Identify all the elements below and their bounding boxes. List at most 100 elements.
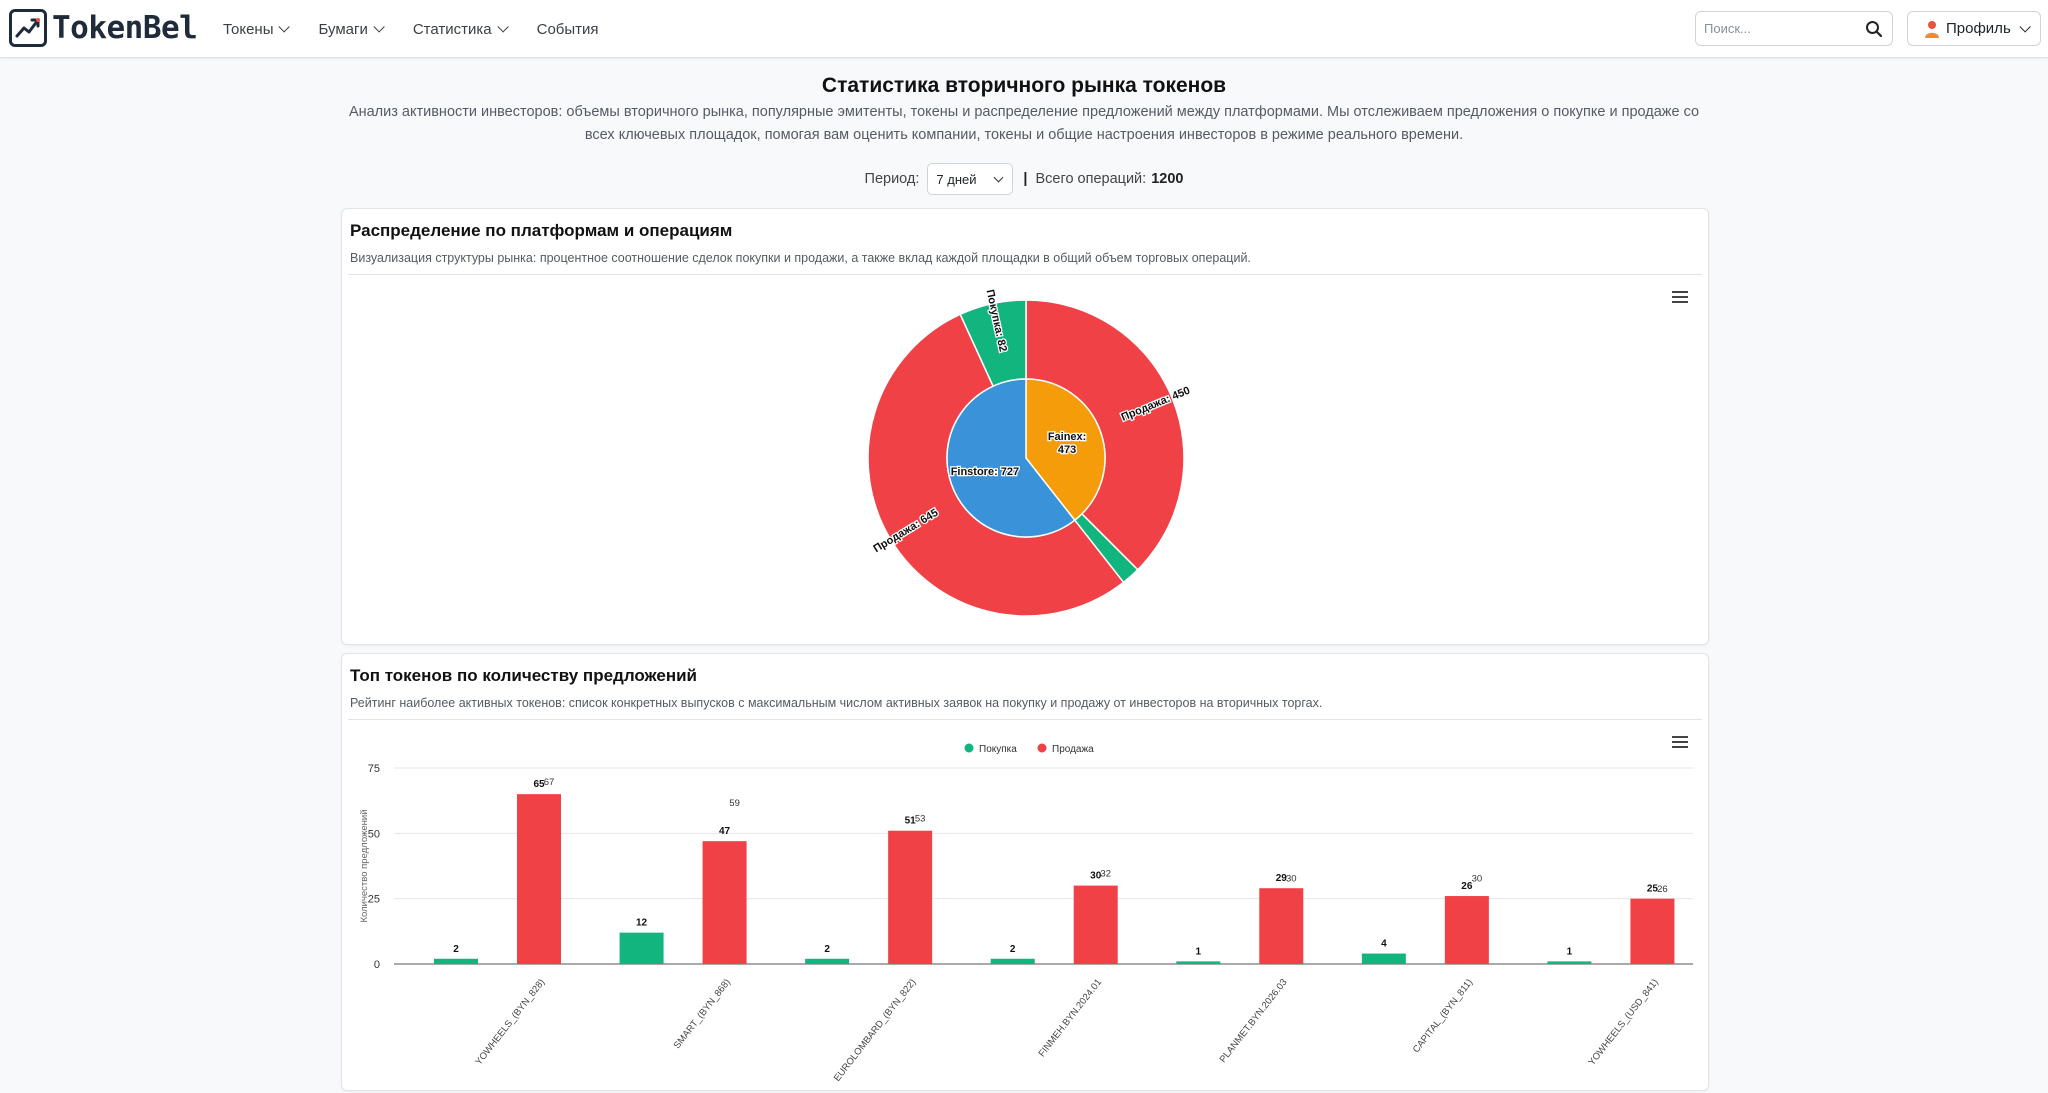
data-label-sell-0: 65 (533, 779, 545, 790)
page-title: Статистика вторичного рынка токенов (821, 74, 1227, 97)
search-icon[interactable] (1865, 20, 1883, 38)
nav-tokens[interactable]: Токены (223, 20, 291, 38)
bar-buy-3[interactable] (990, 958, 1035, 964)
y-tick-label: 50 (368, 828, 380, 840)
data-label-sell-1: 47 (719, 826, 731, 837)
platform-distribution-card: Распределение по платформам и операциям … (341, 208, 1709, 645)
pie-inner-slice-fainex[interactable] (1025, 378, 1106, 522)
data-label-buy-1: 12 (636, 918, 648, 929)
nav-links: Токены Бумаги Статистика События (223, 0, 631, 58)
bar-buy-4[interactable] (1176, 961, 1221, 964)
total-label-0: 67 (544, 777, 555, 788)
nav-events-label: События (536, 20, 599, 38)
data-label-sell-3: 30 (1090, 871, 1102, 882)
chevron-down-icon (278, 21, 291, 33)
x-tick-label-4: PLANMET.BYN.2026.03 (1218, 977, 1290, 1065)
bar-buy-0[interactable] (434, 958, 478, 964)
user-icon (1925, 20, 1939, 38)
search-box (1695, 11, 1893, 46)
nav-events[interactable]: События (537, 21, 599, 38)
data-label-buy-5: 4 (1381, 939, 1387, 950)
period-row: Период: 7 дней | Всего операций: 1200 (0, 163, 2048, 195)
total-label-2: 53 (915, 813, 926, 824)
logo-text: TokenBel (52, 10, 198, 46)
chart-legend: Покупка Продажа (964, 743, 1094, 755)
page-description: Анализ активности инвесторов: объемы вто… (348, 104, 1700, 143)
total-label: Всего операций: (1035, 171, 1147, 187)
x-tick-label-5: CAPITAL_(BYN_811) (1411, 977, 1475, 1055)
x-tick-label-0: YOWHEELS_(BYN_828) (473, 977, 547, 1067)
card-title: Топ токенов по количеству предложений (350, 666, 698, 685)
period-select[interactable]: 7 дней (927, 163, 1014, 195)
divider (348, 274, 1702, 275)
nav-securities[interactable]: Бумаги (318, 20, 385, 38)
chevron-down-icon (2019, 20, 2031, 33)
total-label-6: 26 (1657, 884, 1668, 895)
chevron-down-icon (497, 21, 509, 33)
chevron-down-icon (373, 21, 385, 33)
navbar: TokenBel Токены Бумаги Статистика Событи… (0, 0, 2048, 58)
bar-buy-2[interactable] (805, 958, 850, 964)
data-label-sell-2: 51 (905, 816, 917, 827)
y-axis-label: Количество предложений (359, 809, 370, 922)
bar-sell-1[interactable] (702, 841, 747, 964)
data-label-sell-5: 26 (1461, 881, 1473, 892)
period-value: 7 дней (936, 171, 977, 187)
nav-tokens-label: Токены (223, 20, 274, 38)
pie-inner-slice-finstore[interactable] (946, 378, 1076, 538)
total-label-3: 32 (1100, 868, 1111, 879)
chart-menu-icon[interactable] (1672, 291, 1688, 303)
chart-line-icon (9, 9, 47, 47)
nav-securities-label: Бумаги (318, 20, 368, 38)
bar-sell-0[interactable] (517, 794, 561, 964)
total-label-4: 30 (1286, 874, 1297, 885)
chevron-down-icon (993, 172, 1004, 183)
data-label-sell-4: 29 (1276, 873, 1288, 884)
bar-chart: Покупка Продажа 0 25 50 75 Количество предложе… (359, 743, 1693, 1084)
search-input[interactable] (1704, 21, 1864, 36)
data-label-sell-6: 25 (1647, 884, 1659, 895)
profile-label: Профиль (1946, 20, 2011, 37)
total-label-1: 59 (729, 798, 740, 809)
profile-button[interactable]: Профиль (1907, 11, 2041, 46)
bar-sell-4[interactable] (1259, 888, 1304, 964)
total-label-5: 30 (1472, 874, 1483, 885)
x-tick-label-6: YOWHEELS_(USD_841) (1586, 977, 1660, 1068)
data-label-buy-0: 2 (453, 944, 459, 955)
data-label-buy-2: 2 (824, 944, 830, 955)
pie-inner-label-fainex: Fainex: 473 (1048, 431, 1087, 456)
legend-marker-0[interactable] (964, 743, 974, 753)
y-tick-label: 25 (368, 894, 380, 906)
nav-statistics[interactable]: Статистика (412, 20, 509, 38)
data-label-buy-6: 1 (1567, 946, 1573, 957)
y-tick-label: 75 (368, 763, 380, 775)
legend-label-1[interactable]: Продажа (1052, 744, 1094, 755)
bar-sell-3[interactable] (1073, 885, 1118, 964)
chart-menu-icon[interactable] (1672, 736, 1688, 748)
bar-buy-6[interactable] (1547, 961, 1592, 964)
logo[interactable]: TokenBel (9, 9, 198, 47)
pie-inner-label-finstore: Finstore: 727 (951, 466, 1019, 478)
card-description: Рейтинг наиболее активных токенов: списо… (350, 696, 1323, 710)
bar-sell-5[interactable] (1444, 896, 1489, 964)
x-tick-label-2: EUROLOMBARD_(BYN_822) (832, 977, 919, 1084)
x-tick-label-1: SMART_(BYN_868) (672, 977, 733, 1051)
legend-marker-1[interactable] (1037, 743, 1047, 753)
bar-sell-6[interactable] (1630, 898, 1675, 964)
bar-sell-2[interactable] (888, 830, 933, 964)
bar-buy-1[interactable] (619, 932, 664, 964)
data-label-buy-3: 2 (1010, 944, 1016, 955)
data-label-buy-4: 1 (1196, 946, 1202, 957)
period-label: Период: (864, 171, 920, 187)
bar-buy-5[interactable] (1361, 953, 1406, 964)
total-value: 1200 (1151, 171, 1184, 187)
card-description: Визуализация структуры рынка: процентное… (350, 251, 1251, 265)
legend-label-0[interactable]: Покупка (979, 744, 1017, 755)
card-title: Распределение по платформам и операциям (350, 221, 733, 240)
y-tick-label: 0 (374, 959, 380, 971)
nav-statistics-label: Статистика (412, 20, 492, 38)
divider (348, 719, 1702, 720)
top-tokens-card: Топ токенов по количеству предложений Ре… (341, 653, 1709, 1091)
separator: | (1023, 171, 1028, 187)
